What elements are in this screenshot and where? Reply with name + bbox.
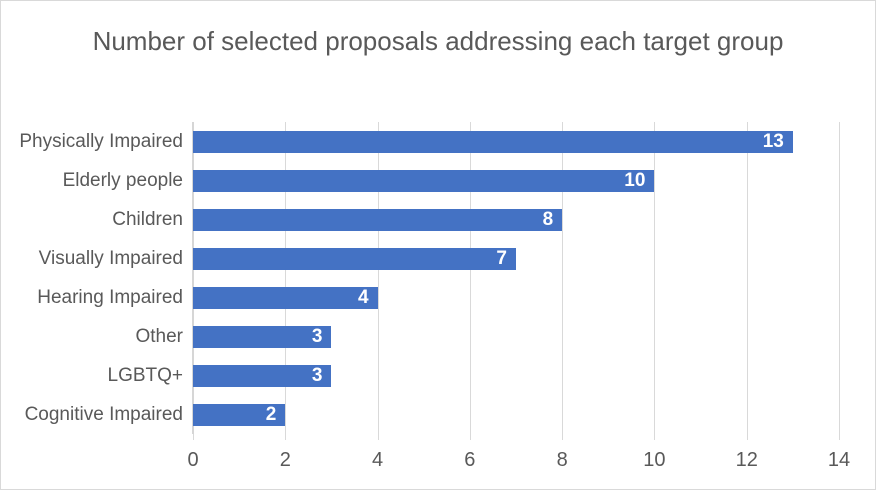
category-label: Visually Impaired — [38, 247, 183, 269]
bar-row: 7 — [193, 247, 516, 270]
category-label: Physically Impaired — [19, 130, 183, 152]
tick-mark — [193, 434, 194, 440]
bar: 4 — [193, 286, 378, 309]
x-tick-label: 2 — [279, 449, 291, 471]
tick-mark — [562, 434, 564, 440]
bar: 3 — [193, 364, 332, 387]
bar: 13 — [193, 130, 793, 153]
bar-row: 2 — [193, 403, 286, 426]
bar-value-label: 3 — [311, 325, 323, 347]
tick-mark — [654, 434, 656, 440]
x-tick-label: 12 — [735, 449, 758, 471]
bar-value-label: 3 — [311, 364, 323, 386]
x-tick-label: 8 — [556, 449, 568, 471]
category-label: LGBTQ+ — [107, 364, 184, 386]
x-tick-label: 6 — [464, 449, 476, 471]
bar-row: 3 — [193, 325, 332, 348]
bar-value-label: 10 — [624, 169, 646, 191]
gridline — [469, 122, 471, 434]
value-axis-line — [192, 122, 194, 434]
gridline — [377, 122, 379, 434]
bar-row: 13 — [193, 130, 793, 153]
tick-mark — [377, 434, 379, 440]
x-tick-label: 10 — [643, 449, 666, 471]
gridline — [285, 122, 287, 434]
x-tick-label: 4 — [372, 449, 384, 471]
chart-title: Number of selected proposals addressing … — [92, 26, 784, 56]
category-label: Children — [112, 208, 183, 230]
bar-value-label: 7 — [496, 247, 507, 269]
tick-mark — [285, 434, 287, 440]
bar: 8 — [193, 208, 563, 231]
gridline — [746, 122, 748, 434]
category-label: Cognitive Impaired — [24, 403, 183, 425]
bar-value-label: 4 — [357, 286, 369, 308]
gridline — [654, 122, 656, 434]
bar: 2 — [193, 403, 286, 426]
bar-row: 8 — [193, 208, 563, 231]
x-tick-label: 14 — [827, 449, 851, 471]
bar-value-label: 8 — [542, 208, 554, 230]
bar-value-label: 2 — [265, 403, 277, 425]
bar: 7 — [193, 247, 516, 270]
category-label: Other — [135, 325, 183, 347]
bar-value-label: 13 — [762, 130, 784, 152]
x-tick-label: 0 — [187, 449, 199, 471]
gridline — [839, 122, 840, 434]
bar: 10 — [193, 169, 655, 192]
plot-area: 0 2 4 6 8 10 12 14 13 10 8 7 4 3 3 2 — [187, 122, 850, 471]
tick-mark — [746, 434, 748, 440]
bar-row: 4 — [193, 286, 378, 309]
category-axis: Physically Impaired Elderly people Childre… — [1, 122, 183, 434]
tick-mark — [469, 434, 471, 440]
bar-row: 3 — [193, 364, 332, 387]
category-label: Hearing Impaired — [37, 286, 183, 308]
bar-row: 10 — [193, 169, 655, 192]
category-label: Elderly people — [62, 169, 183, 191]
bar: 3 — [193, 325, 332, 348]
tick-mark — [839, 434, 840, 440]
gridline — [562, 122, 564, 434]
